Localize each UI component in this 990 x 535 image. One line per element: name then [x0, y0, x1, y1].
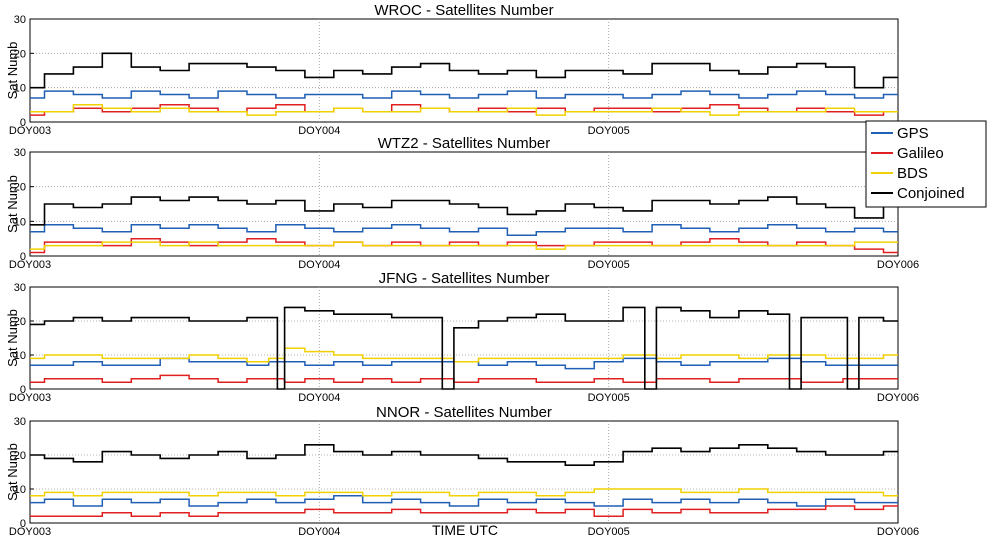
panel-title: JFNG - Satellites Number — [379, 270, 550, 287]
y-tick-label: 20 — [14, 316, 26, 328]
y-tick-label: 30 — [14, 147, 26, 159]
legend-label-conjoined: Conjoined — [897, 185, 965, 202]
y-tick-label: 10 — [14, 350, 26, 362]
series-line-bds — [30, 104, 898, 116]
x-tick-label: DOY003 — [9, 259, 51, 271]
y-tick-label: 0 — [20, 384, 26, 396]
y-tick-label: 10 — [14, 484, 26, 496]
x-tick-label: DOY004 — [298, 125, 340, 137]
y-tick-label: 20 — [14, 450, 26, 462]
y-tick-label: 20 — [14, 48, 26, 60]
x-tick-label: DOY003 — [9, 526, 51, 535]
x-tick-label: DOY004 — [298, 392, 340, 404]
legend-label-bds: BDS — [897, 165, 928, 182]
y-axis-label: Sat Numb — [5, 175, 20, 233]
series-line-conjoined — [30, 196, 898, 226]
x-tick-label: DOY005 — [588, 392, 630, 404]
y-tick-label: 30 — [14, 14, 26, 26]
series-line-conjoined — [30, 444, 898, 466]
series-line-bds — [30, 241, 898, 250]
x-tick-label: DOY006 — [877, 392, 919, 404]
series-line-conjoined — [30, 52, 898, 89]
x-tick-label: DOY004 — [298, 526, 340, 535]
legend-label-galileo: Galileo — [897, 145, 944, 162]
y-tick-label: 20 — [14, 182, 26, 194]
y-tick-label: 30 — [14, 282, 26, 294]
series-line-gps — [30, 90, 898, 99]
plot-frame — [29, 286, 899, 390]
legend: GPS Galileo BDS Conjoined — [865, 120, 987, 208]
series-line-gps — [30, 224, 898, 236]
chart-panel-4: 0 10 20 30 DOY003 DOY004 DOY005 DOY006 NNOR - Sa… — [5, 404, 919, 535]
series-line-bds — [30, 347, 898, 363]
x-tick-label: DOY005 — [588, 259, 630, 271]
series-line-galileo — [30, 505, 898, 517]
x-tick-label: DOY006 — [877, 259, 919, 271]
plot-frame — [29, 420, 899, 524]
series-line-gps — [30, 357, 898, 370]
series-line-bds — [30, 488, 898, 497]
legend-label-gps: GPS — [897, 125, 929, 142]
series-line-gps — [30, 495, 898, 507]
series-line-galileo — [30, 374, 898, 383]
x-tick-label: DOY005 — [588, 526, 630, 535]
y-axis-label: Sat Numb — [5, 309, 20, 367]
x-tick-label: DOY003 — [9, 392, 51, 404]
series-line-galileo — [30, 237, 898, 254]
x-tick-label: DOY005 — [588, 125, 630, 137]
chart-panel-2: 0 10 20 30 DOY003 DOY004 DOY005 DOY006 WTZ2 - Sa… — [5, 135, 919, 271]
x-axis-label: TIME UTC — [432, 522, 498, 535]
x-tick-label: DOY004 — [298, 259, 340, 271]
y-axis-label: Sat Numb — [5, 42, 20, 100]
y-axis-label: Sat Numb — [5, 443, 20, 501]
y-tick-label: 0 — [20, 518, 26, 530]
panel-title: WTZ2 - Satellites Number — [378, 135, 551, 152]
chart-panel-3: 0 10 20 30 DOY003 DOY004 DOY005 DOY006 JFNG - Sa… — [5, 270, 919, 404]
panel-title: NNOR - Satellites Number — [376, 404, 552, 421]
x-tick-label: DOY003 — [9, 125, 51, 137]
chart-panel-1: 0 10 20 30 DOY003 DOY004 DOY005 WROC - Satellit… — [5, 2, 899, 137]
y-tick-label: 10 — [14, 83, 26, 95]
panel-title: WROC - Satellites Number — [374, 2, 553, 19]
y-tick-label: 0 — [20, 251, 26, 263]
y-tick-label: 30 — [14, 416, 26, 428]
y-tick-label: 0 — [20, 117, 26, 129]
x-tick-label: DOY006 — [877, 526, 919, 535]
y-tick-label: 10 — [14, 216, 26, 228]
series-line-conjoined — [30, 306, 898, 390]
